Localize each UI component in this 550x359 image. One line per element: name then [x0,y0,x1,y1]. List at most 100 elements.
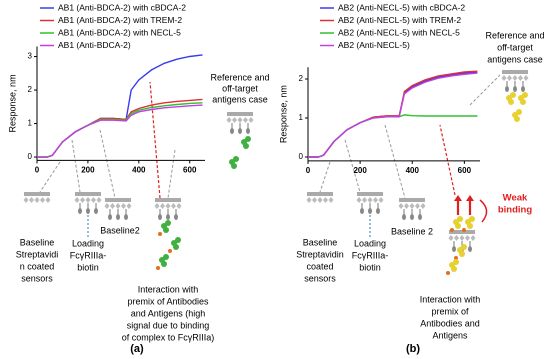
y-tick-label: 0 [28,152,33,161]
receptor-head [86,208,90,214]
streptavidin [465,235,470,241]
streptavidin [110,203,115,209]
x-tick-label: 200 [353,166,367,175]
streptavidin [454,235,459,241]
legend-label: AB2 (Anti-NECL-5) with TREM-2 [338,15,461,25]
y-tick-label: 3 [28,52,33,61]
x-tick-label: 0 [306,166,311,175]
receptor-head [418,214,422,220]
antibody [165,220,171,226]
annotation: and Antigens (high [131,308,206,318]
antibody [233,156,239,162]
streptavidin [154,203,160,209]
antibody [510,92,516,98]
streptavidin [23,197,29,203]
x-tick-label: 0 [35,166,40,175]
legend-label: AB1 (Anti-BDCA-2) with NECL-5 [58,27,181,37]
antibody [461,244,467,250]
streptavidin [312,197,317,203]
streptavidin [362,197,367,203]
streptavidin [328,197,334,203]
streptavidin [248,117,254,123]
antibody [469,216,475,222]
streptavidin [96,197,102,203]
panel-label: (a) [130,343,144,355]
receptor-head [94,208,98,214]
streptavidin [237,117,243,123]
receptor-head [468,246,472,252]
panel-label: (b) [406,343,420,355]
receptor-head [521,86,525,92]
streptavidin [91,197,96,203]
annotation: Baseline [303,237,338,247]
annotation: premix of [431,306,469,316]
y-tick-label: 2 [299,74,304,83]
annotation: coated [306,261,333,271]
annotation: sensors [304,273,336,283]
antibody [453,259,459,265]
sensor-bar [307,192,333,196]
streptavidin [165,203,171,209]
receptor-head [505,86,509,92]
antigen [450,228,454,232]
streptavidin [420,203,426,209]
streptavidin [415,203,420,209]
streptavidin [115,203,121,209]
annotation: Interaction with [420,294,481,304]
series-line [308,72,478,158]
arrows-b [319,74,501,199]
streptavidin [45,197,51,203]
annotation: Antibodies and [420,318,480,328]
antigen [454,256,458,260]
receptor-head [166,214,170,220]
annotation: off-target [497,42,533,52]
streptavidin [459,235,465,241]
annotation: sensors [21,273,53,283]
receptor-head [116,214,120,220]
sensor-bar [502,70,528,74]
y-tick-label: 0 [299,152,304,161]
annotation: Streptavidin [296,249,344,259]
streptavidin [34,197,40,203]
antibody [243,143,249,149]
y-tick-label: 1 [299,113,304,122]
series-line [308,114,478,158]
sensor-bar [105,198,131,202]
annotation: Reference and [485,30,544,40]
streptavidin [80,197,85,203]
sensor-bar [75,192,101,196]
antigen [462,228,466,232]
receptor-head [402,214,406,220]
series-line [37,102,203,158]
sensor-bar [227,112,253,116]
annotation: Baseline [20,237,55,247]
streptavidin [85,197,91,203]
arrows-a [39,81,176,199]
legend-label: AB1 (Anti-BDCA-2) with TREM-2 [58,15,182,25]
legend-label: AB2 (Anti-NECL-5) with NECL-5 [338,27,460,37]
sensor-icon [306,192,334,203]
legend-label: AB2 (Anti-NECL-5) with cBDCA-2 [338,2,465,12]
streptavidin [121,203,126,209]
x-tick-label: 600 [183,166,197,175]
streptavidin [507,75,512,81]
antigen [168,249,172,253]
receptor-head [246,128,250,134]
antibody [161,261,167,267]
annotation: off-target [222,83,258,93]
streptavidin [40,197,45,203]
antibody [522,92,528,98]
sensor-icon [104,198,132,220]
legend-label: AB2 (Anti-NECL-5) [338,40,410,50]
streptavidin [317,197,323,203]
annotation: Antigens [432,330,468,340]
annotation: biotin [359,262,381,272]
receptor-head [78,208,82,214]
x-tick-label: 400 [406,166,420,175]
series-line [37,98,203,158]
antibody [514,116,520,122]
receptor-head [238,128,242,134]
sensor-bar [399,198,425,202]
streptavidin [160,203,165,209]
